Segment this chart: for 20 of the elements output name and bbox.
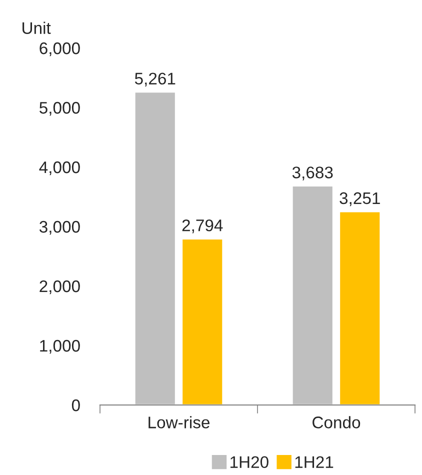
data-label: 3,683 (292, 166, 333, 180)
y-tick-label: 6,000 (40, 42, 80, 56)
y-tick-label: 4,000 (39, 161, 80, 176)
legend-label: 1H21 (295, 456, 334, 468)
bar (134, 91, 176, 405)
y-tick-label: 2,000 (40, 280, 80, 294)
y-tick-label: 1,000 (40, 340, 80, 354)
x-tick-label: Condo (312, 416, 360, 428)
data-label: 2,794 (182, 219, 223, 234)
data-label: 3,251 (340, 192, 380, 206)
x-tick-label: Low-rise (148, 416, 210, 428)
bar (181, 238, 224, 405)
bar (291, 185, 334, 405)
y-tick-label: 3,000 (39, 220, 80, 235)
legend-label: 1H20 (230, 456, 268, 468)
bar (338, 210, 382, 405)
y-tick-label: 0 (72, 399, 80, 412)
data-label: 5,261 (134, 72, 176, 86)
y-axis-title: Unit (22, 22, 51, 34)
y-tick-label: 5,000 (40, 102, 80, 116)
